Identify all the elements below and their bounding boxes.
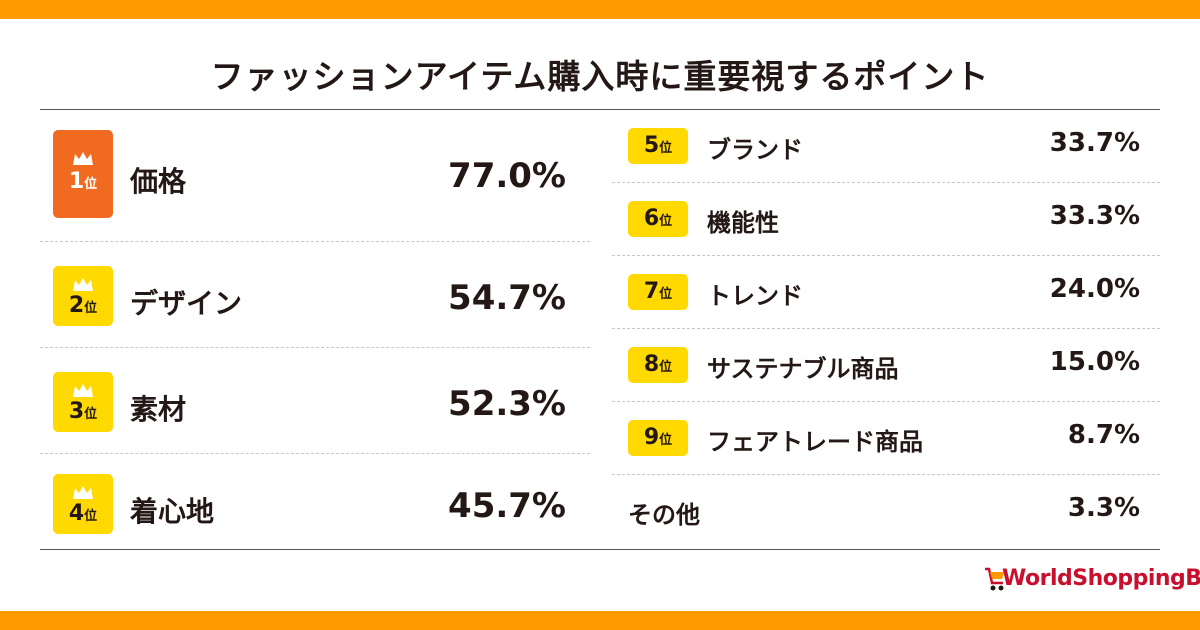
item-label: その他	[628, 501, 700, 529]
rank-number: 2	[68, 293, 85, 318]
crown-icon	[73, 384, 93, 397]
rank-badge: 8位	[628, 347, 688, 383]
ranking-row: 1位 価格 77.0%	[40, 110, 590, 242]
bottom-accent-bar	[0, 611, 1200, 630]
logo: WorldShoppingBIZ	[984, 562, 1200, 596]
rank-badge: 6位	[628, 201, 688, 237]
rank-text: 9位	[628, 425, 688, 450]
rank-text: 7位	[628, 279, 688, 304]
crown-icon	[73, 278, 93, 291]
item-label: 着心地	[130, 495, 215, 528]
item-label: 価格	[130, 165, 187, 198]
rank-text: 8位	[628, 352, 688, 377]
item-value: 33.3%	[1049, 201, 1140, 231]
rank-number: 3	[68, 399, 85, 424]
item-label: 機能性	[707, 209, 779, 237]
item-value: 54.7%	[448, 278, 566, 318]
rank-text: 2位	[53, 293, 113, 318]
rank-unit: 位	[659, 141, 673, 156]
ranking-row: 6位 機能性 33.3%	[612, 183, 1160, 256]
rank-badge: 1位	[53, 130, 113, 218]
rank-text: 3位	[53, 399, 113, 424]
rank-number: 1	[68, 169, 85, 194]
rank-number: 8	[643, 352, 660, 377]
ranking-row: その他 3.3%	[612, 475, 1160, 549]
top-accent-bar	[0, 0, 1200, 19]
rank-unit: 位	[84, 177, 98, 192]
crown-icon	[73, 486, 93, 499]
item-label: フェアトレード商品	[707, 428, 923, 456]
shopping-cart-icon	[985, 567, 1004, 591]
item-value: 24.0%	[1049, 274, 1140, 304]
rank-number: 5	[643, 133, 660, 158]
rank-unit: 位	[84, 301, 98, 316]
rank-number: 7	[643, 279, 660, 304]
rank-text: 5位	[628, 133, 688, 158]
rank-badge: 3位	[53, 372, 113, 432]
item-label: サステナブル商品	[707, 355, 899, 383]
bottom-rule	[40, 549, 1160, 550]
rank-unit: 位	[659, 287, 673, 302]
top-rule	[40, 109, 1160, 110]
item-value: 52.3%	[448, 384, 566, 424]
rank-number: 9	[643, 425, 660, 450]
item-label: ブランド	[707, 136, 803, 164]
ranking-left-column: 1位 価格 77.0% 2位 デザイン 54.7% 3位 素材 52.3%	[40, 110, 590, 549]
item-label: 素材	[130, 393, 187, 426]
item-value: 3.3%	[1067, 493, 1140, 523]
item-value: 33.7%	[1049, 128, 1140, 158]
ranking-row: 8位 サステナブル商品 15.0%	[612, 329, 1160, 402]
item-value: 45.7%	[448, 486, 566, 526]
item-label: トレンド	[707, 282, 803, 310]
item-value: 15.0%	[1049, 347, 1140, 377]
rank-badge: 5位	[628, 128, 688, 164]
crown-icon	[73, 152, 93, 165]
rank-badge: 2位	[53, 266, 113, 326]
rank-number: 4	[68, 501, 85, 526]
rank-text: 4位	[53, 501, 113, 526]
page-title: ファッションアイテム購入時に重要視するポイント	[210, 57, 990, 96]
rank-unit: 位	[84, 509, 98, 524]
rank-unit: 位	[659, 433, 673, 448]
rank-badge: 9位	[628, 420, 688, 456]
rank-badge: 7位	[628, 274, 688, 310]
ranking-row: 5位 ブランド 33.7%	[612, 110, 1160, 183]
rank-badge: 4位	[53, 474, 113, 534]
ranking-right-column: 5位 ブランド 33.7% 6位 機能性 33.3% 7位 トレンド 24.0%…	[612, 110, 1160, 549]
ranking-row: 4位 着心地 45.7%	[40, 454, 590, 549]
item-label: デザイン	[130, 287, 243, 320]
item-value: 77.0%	[448, 156, 566, 196]
ranking-row: 2位 デザイン 54.7%	[40, 242, 590, 348]
rank-text: 6位	[628, 206, 688, 231]
rank-unit: 位	[659, 360, 673, 375]
rank-unit: 位	[84, 407, 98, 422]
item-value: 8.7%	[1067, 420, 1140, 450]
ranking-row: 9位 フェアトレード商品 8.7%	[612, 402, 1160, 475]
rank-unit: 位	[659, 214, 673, 229]
logo-text: WorldShoppingBIZ	[1002, 566, 1200, 591]
rank-number: 6	[643, 206, 660, 231]
rank-text: 1位	[53, 169, 113, 194]
ranking-row: 3位 素材 52.3%	[40, 348, 590, 454]
ranking-row: 7位 トレンド 24.0%	[612, 256, 1160, 329]
